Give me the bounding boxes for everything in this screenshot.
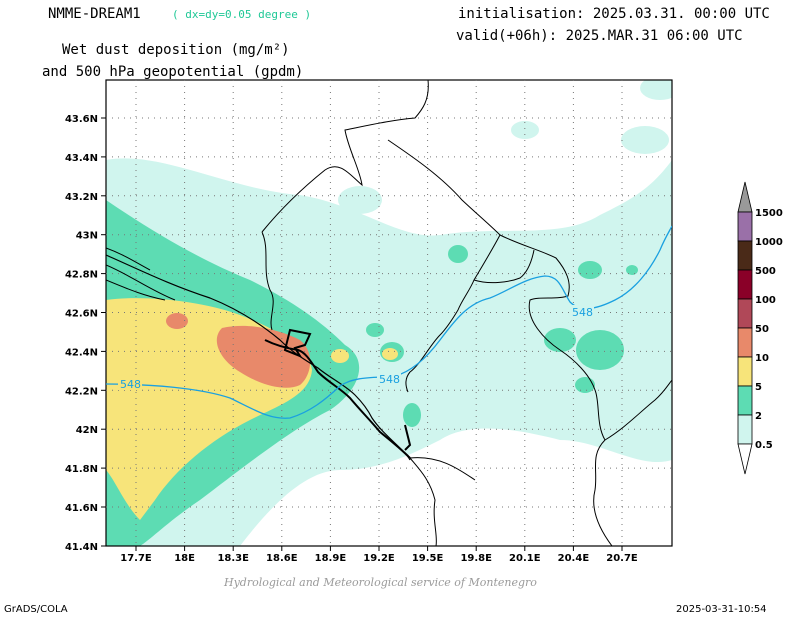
geopotential-contour-548 <box>106 225 672 419</box>
legend-swatch <box>737 298 753 329</box>
lat-label: 41.8N <box>65 464 98 475</box>
river-border <box>409 457 476 481</box>
legend-label: 50 <box>755 324 769 335</box>
lon-label: 19.5E <box>412 553 444 564</box>
plot-date: 2025-03-31-10:54 <box>676 604 767 615</box>
borders <box>106 80 672 546</box>
border-bih <box>106 247 176 301</box>
lon-label: 20.7E <box>606 553 638 564</box>
lat-label: 43.4N <box>65 153 98 164</box>
lat-label: 42.4N <box>65 347 98 358</box>
lon-label: 18E <box>174 553 195 564</box>
lat-label: 42N <box>76 425 98 436</box>
legend-label: 1000 <box>755 237 783 248</box>
legend-swatch <box>737 269 753 300</box>
title-line-2: and 500 hPa geopotential (gpdm) <box>42 64 304 80</box>
contour-label-bg <box>118 377 142 390</box>
legend-bottom-arrow <box>737 443 753 475</box>
legend-label: 10 <box>755 353 769 364</box>
legend-swatch <box>737 327 753 358</box>
model-name: NMME-DREAM1 <box>48 6 141 22</box>
lon-label: 18.6E <box>266 553 298 564</box>
legend-swatch <box>737 414 753 445</box>
contour-label-group: 548 548 548 <box>118 305 594 391</box>
legend-label: 100 <box>755 295 776 306</box>
lon-label: 20.4E <box>558 553 590 564</box>
lon-label: 17.7E <box>120 553 152 564</box>
lat-label: 42.2N <box>65 386 98 397</box>
title-line-1: Wet dust deposition (mg/m²) <box>62 42 290 58</box>
legend-label: 0.5 <box>755 440 773 451</box>
contour-label: 548 <box>379 373 400 386</box>
contour-label: 548 <box>572 306 593 319</box>
lon-label: 20.1E <box>509 553 541 564</box>
contour-label: 548 <box>120 378 141 391</box>
legend-swatch <box>737 211 753 242</box>
init-time: initialisation: 2025.03.31. 00:00 UTC <box>458 6 770 22</box>
color-legend: 1500 1000 500 100 50 10 5 2 0.5 <box>737 181 783 475</box>
legend-top-arrow <box>737 181 753 213</box>
gridlines <box>101 80 672 551</box>
lat-label: 41.4N <box>65 542 98 553</box>
contour-label-bg <box>377 372 401 385</box>
lat-label: 42.8N <box>65 270 98 281</box>
legend-swatch <box>737 356 753 387</box>
valid-time: valid(+06h): 2025.MAR.31 06:00 UTC <box>456 28 743 44</box>
lat-label: 41.6N <box>65 503 98 514</box>
credit-text: Hydrological and Meteorological service … <box>224 576 537 589</box>
lat-label: 43.6N <box>65 114 98 125</box>
lon-label: 18.9E <box>315 553 347 564</box>
lon-label: 19.2E <box>363 553 395 564</box>
legend-swatch <box>737 385 753 416</box>
lon-label: 18.3E <box>217 553 249 564</box>
resolution-label: ( dx=dy=0.05 degree ) <box>172 8 312 21</box>
contour-label-bg <box>570 305 594 318</box>
legend-swatch <box>737 240 753 271</box>
grads-label: GrADS/COLA <box>4 604 68 615</box>
longitude-labels: 17.7E 18E 18.3E 18.6E 18.9E 19.2E 19.5E 19.8E 20… <box>120 553 638 564</box>
montenegro-coast <box>264 328 412 459</box>
legend-label: 1500 <box>755 208 783 219</box>
border-inland <box>261 80 672 546</box>
legend-label: 2 <box>755 411 762 422</box>
lat-label: 42.6N <box>65 309 98 320</box>
dust-field <box>106 80 672 546</box>
lon-label: 19.8E <box>460 553 492 564</box>
lat-label: 43.2N <box>65 192 98 203</box>
legend-label: 500 <box>755 266 776 277</box>
lat-label: 43N <box>76 231 98 242</box>
legend-label: 5 <box>755 382 762 393</box>
latitude-labels: 43.6N 43.4N 43.2N 43N 42.8N 42.6N 42.4N 42.2N 42… <box>65 114 98 553</box>
